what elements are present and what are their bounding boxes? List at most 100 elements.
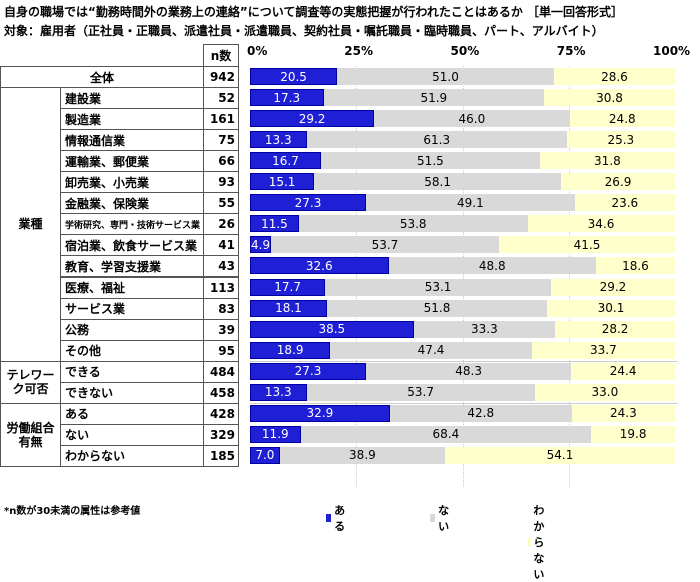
bar-segment-ない: 48.3 [366, 362, 572, 380]
row-label: サービス業 [60, 297, 204, 320]
legend-swatch [430, 514, 436, 522]
n-value: 942 [203, 66, 239, 89]
legend-label: ない [438, 504, 450, 533]
row-label: 金融業、保険業 [60, 192, 204, 215]
n-value: 55 [203, 192, 239, 215]
row-label: 建設業 [60, 87, 204, 110]
bar-segment-ない: 51.0 [337, 68, 554, 85]
bar-segment-ある: 4.9 [250, 236, 271, 254]
bar-segment-ない: 42.8 [389, 404, 572, 422]
n-header: n数 [203, 44, 239, 67]
bar-segment-ない: 53.8 [298, 215, 528, 233]
bar-segment-ある: 7.0 [250, 446, 280, 464]
bar-segment-ある: 11.9 [250, 425, 301, 443]
row-label: わからない [60, 444, 204, 467]
x-tick-label: 25% [344, 44, 373, 58]
bar-segment-ない: 58.1 [314, 173, 562, 191]
legend-swatch [326, 514, 332, 522]
bar-segment-わからない: 19.8 [591, 425, 675, 443]
n-value: 43 [203, 255, 239, 278]
legend-label: わからない [533, 504, 545, 581]
n-value: 52 [203, 87, 239, 110]
bar-segment-わからない: 34.6 [527, 215, 675, 233]
bar-segment-ある: 15.1 [250, 173, 315, 191]
bar-segment-ある: 13.3 [250, 383, 307, 401]
n-value: 484 [203, 360, 239, 383]
bar-segment-わからない: 18.6 [595, 257, 675, 275]
bar-segment-ある: 27.3 [250, 362, 367, 380]
bar-segment-わからない: 33.0 [534, 383, 675, 401]
bar-segment-ない: 48.8 [388, 257, 596, 275]
bar-segment-わからない: 30.8 [544, 89, 675, 107]
row-label: その他 [60, 339, 204, 362]
bar-segment-ある: 17.7 [250, 278, 326, 296]
bar-segment-ない: 47.4 [330, 341, 532, 359]
gridline [462, 66, 464, 487]
n-value: 83 [203, 297, 239, 320]
bar-segment-わからない: 24.8 [569, 110, 675, 128]
bar-segment-ない: 53.7 [270, 236, 500, 254]
bar-segment-ない: 46.0 [374, 110, 570, 128]
row-label: ある [60, 402, 204, 425]
chart-title: 自身の職場では“勤務時間外の業務上の連絡”について調査等の実態把握が行われたこと… [4, 5, 623, 19]
bar-segment-ない: 53.7 [306, 383, 535, 401]
bar-segment-ある: 29.2 [250, 110, 375, 128]
bar-segment-わからない: 29.2 [550, 278, 675, 296]
row-label: 情報通信業 [60, 129, 204, 152]
n-value: 458 [203, 381, 239, 404]
x-tick-label: 50% [450, 44, 480, 58]
row-label: 全体 [0, 66, 204, 89]
row-label: 宿泊業、飲食サービス業 [60, 234, 204, 257]
n-value: 93 [203, 171, 239, 194]
n-value: 75 [203, 129, 239, 152]
bar-segment-ない: 53.1 [325, 278, 551, 296]
x-tick-label: 0% [247, 44, 268, 58]
row-label: 卸売業、小売業 [60, 171, 204, 194]
n-value: 26 [203, 213, 239, 236]
bar-segment-ない: 33.3 [413, 320, 556, 338]
bar-segment-ある: 18.9 [250, 341, 331, 359]
bar-segment-ない: 61.3 [306, 131, 568, 149]
legend-item: わからない [528, 502, 550, 582]
n-value: 329 [203, 423, 239, 446]
x-tick-label: 75% [556, 44, 586, 58]
row-label: できる [60, 360, 204, 383]
bar-segment-ない: 51.8 [326, 299, 548, 317]
bar-segment-わからない: 30.1 [547, 299, 675, 317]
n-value: 66 [203, 150, 239, 173]
bar-segment-ある: 18.1 [250, 299, 327, 317]
legend-item: ない [430, 502, 452, 534]
group-label: テレワーク可否 [0, 360, 61, 404]
chart-subtitle: 対象：雇用者（正社員・正職員、派遣社員・派遣職員、契約社員・嘱託職員・臨時職員、… [4, 24, 604, 38]
bar-segment-わからない: 26.9 [561, 173, 675, 191]
bar-segment-ない: 38.9 [279, 446, 446, 464]
group-label: 業種 [0, 87, 61, 362]
n-value: 113 [203, 276, 239, 299]
row-label: 製造業 [60, 108, 204, 131]
legend-swatch [528, 538, 531, 546]
bar-segment-ある: 27.3 [250, 194, 367, 212]
bar-segment-わからない: 23.6 [574, 194, 675, 212]
bar-segment-ある: 16.7 [250, 152, 321, 170]
gridline [356, 66, 358, 487]
group-label: 労働組合有無 [0, 402, 61, 467]
n-value: 95 [203, 339, 239, 362]
bar-segment-わからない: 24.4 [571, 362, 675, 380]
bar-segment-ある: 17.3 [250, 89, 324, 107]
group-separator [250, 402, 678, 404]
row-label: 学術研究、専門・技術サービス業 [60, 213, 204, 236]
row-label: 教育、学習支援業 [60, 255, 204, 278]
n-value: 161 [203, 108, 239, 131]
bar-segment-ある: 13.3 [250, 131, 307, 149]
row-label: 公務 [60, 318, 204, 341]
legend-label: ある [334, 504, 346, 533]
bar-segment-ない: 51.9 [323, 89, 545, 107]
bar-segment-わからない: 54.1 [445, 446, 675, 464]
bar-segment-ある: 32.6 [250, 257, 389, 275]
bar-segment-わからない: 28.2 [555, 320, 675, 338]
bar-segment-ない: 68.4 [300, 425, 592, 443]
bar-segment-ある: 38.5 [250, 320, 414, 338]
n-value: 39 [203, 318, 239, 341]
n-value: 185 [203, 444, 239, 467]
row-label: 医療、福祉 [60, 276, 204, 299]
